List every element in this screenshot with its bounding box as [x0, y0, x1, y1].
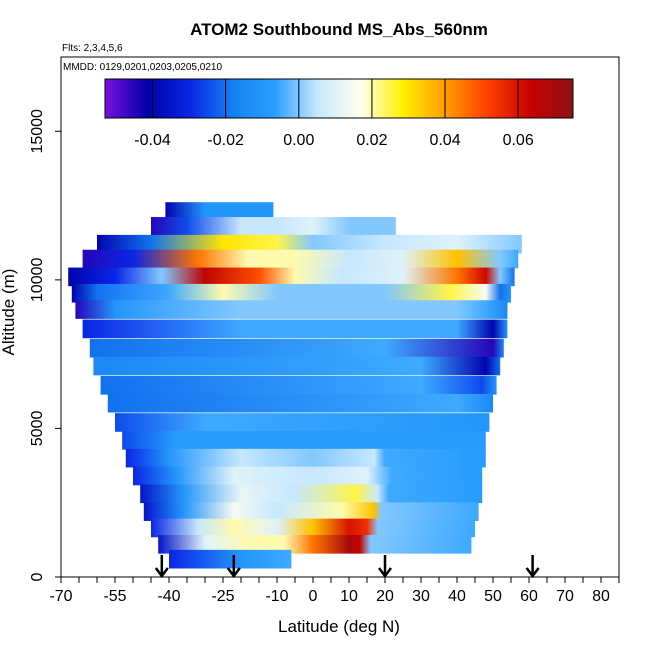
x-tick-label: 60: [520, 588, 538, 605]
y-tick-label: 15000: [29, 109, 46, 154]
x-tick-label: 30: [412, 588, 430, 605]
y-axis-label: Altitude (m): [0, 269, 18, 356]
plot-frame: [60, 56, 620, 578]
x-tick-label: 0: [309, 588, 318, 605]
flight-arrow: [378, 555, 392, 579]
heatmap-band: [107, 393, 494, 413]
y-tick-label: 10000: [29, 258, 46, 303]
heatmap-band: [125, 448, 486, 468]
flights-note: Flts: 2,3,4,5,6: [62, 43, 123, 54]
heatmap-band: [93, 356, 501, 376]
heatmap-band: [133, 466, 483, 486]
heatmap-band: [100, 376, 497, 395]
heatmap-band: [158, 535, 472, 554]
colorbar-tick-label: -0.04: [134, 132, 171, 149]
heatmap-band: [165, 202, 274, 221]
heatmap-band: [89, 338, 504, 358]
x-tick-label: -70: [49, 588, 72, 605]
y-axis: 0 5000 10000 15000: [29, 109, 61, 581]
heatmap-band: [115, 413, 490, 432]
heatmap-band: [122, 431, 486, 450]
colorbar-tick-label: 0.06: [503, 132, 534, 149]
x-tick-label: 10: [340, 588, 358, 605]
flight-arrow: [525, 555, 540, 579]
colorbar-tick-label: 0.04: [429, 132, 460, 149]
heatmap-band: [169, 549, 292, 569]
flight-arrow: [154, 555, 169, 579]
x-tick-label: 20: [376, 588, 394, 605]
flight-arrow-markers: [154, 555, 540, 579]
x-tick-label: 80: [592, 588, 610, 605]
dates-note: MMDD: 0129,0201,0203,0205,0210: [63, 62, 222, 73]
x-tick-label: 40: [448, 588, 466, 605]
x-axis-label: Latitude (deg N): [278, 617, 400, 636]
heatmap-band: [82, 249, 519, 269]
chart-title: ATOM2 Southbound MS_Abs_560nm: [190, 20, 488, 39]
heatmap-band: [97, 234, 522, 254]
heatmap-band: [151, 518, 475, 538]
colorbar: -0.04 -0.02 0.00 0.02 0.04 0.06: [104, 78, 574, 149]
x-tick-label: -10: [265, 588, 288, 605]
x-tick-label: -25: [211, 588, 234, 605]
heatmap-band: [143, 502, 479, 521]
heatmap-band: [140, 484, 483, 504]
flight-arrow: [226, 555, 241, 579]
y-tick-label: 5000: [29, 411, 46, 447]
x-tick-label: 70: [556, 588, 574, 605]
heatmap-band: [151, 217, 396, 236]
colorbar-tick-label: 0.02: [356, 132, 387, 149]
heatmap-band: [82, 319, 508, 339]
heatmap-band: [75, 300, 508, 319]
heatmap-band: [68, 267, 515, 287]
y-tick-label: 0: [29, 572, 46, 581]
colorbar-swatch: [104, 78, 574, 119]
x-tick-label: -55: [103, 588, 126, 605]
x-tick-label: -40: [157, 588, 180, 605]
heatmap-band: [71, 283, 512, 303]
x-tick-label: 50: [484, 588, 502, 605]
colorbar-tick-label: 0.00: [283, 132, 314, 149]
colorbar-tick-label: -0.02: [207, 132, 244, 149]
x-axis: -70 -55 -40 -25 -10 0 10 20 30 40 50 60 70 80: [49, 577, 620, 605]
heatmap-layer: [68, 202, 522, 569]
